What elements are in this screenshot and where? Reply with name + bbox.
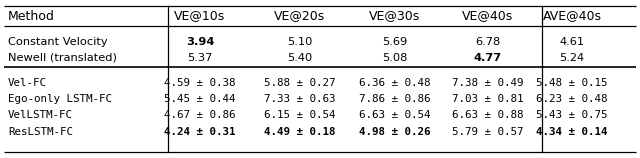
Text: VE@20s: VE@20s xyxy=(275,9,326,22)
Text: 5.79 ± 0.57: 5.79 ± 0.57 xyxy=(452,127,524,137)
Text: 6.23 ± 0.48: 6.23 ± 0.48 xyxy=(536,94,608,104)
Text: 4.61: 4.61 xyxy=(559,37,584,47)
Text: 5.08: 5.08 xyxy=(382,53,408,63)
Text: 6.63 ± 0.88: 6.63 ± 0.88 xyxy=(452,110,524,120)
Text: 5.43 ± 0.75: 5.43 ± 0.75 xyxy=(536,110,608,120)
Text: 4.59 ± 0.38: 4.59 ± 0.38 xyxy=(164,78,236,88)
Text: 5.40: 5.40 xyxy=(287,53,312,63)
Text: 6.63 ± 0.54: 6.63 ± 0.54 xyxy=(359,110,431,120)
Text: 4.24 ± 0.31: 4.24 ± 0.31 xyxy=(164,127,236,137)
Text: AVE@40s: AVE@40s xyxy=(543,9,602,22)
Text: VE@30s: VE@30s xyxy=(369,9,420,22)
Text: Constant Velocity: Constant Velocity xyxy=(8,37,108,47)
Text: 4.34 ± 0.14: 4.34 ± 0.14 xyxy=(536,127,608,137)
Text: 7.33 ± 0.63: 7.33 ± 0.63 xyxy=(264,94,336,104)
Text: 7.86 ± 0.86: 7.86 ± 0.86 xyxy=(359,94,431,104)
Text: 5.48 ± 0.15: 5.48 ± 0.15 xyxy=(536,78,608,88)
Text: VE@10s: VE@10s xyxy=(174,9,226,22)
Text: Method: Method xyxy=(8,9,55,22)
Text: 4.77: 4.77 xyxy=(474,53,502,63)
Text: 6.15 ± 0.54: 6.15 ± 0.54 xyxy=(264,110,336,120)
Text: 5.45 ± 0.44: 5.45 ± 0.44 xyxy=(164,94,236,104)
Text: 5.10: 5.10 xyxy=(287,37,313,47)
Text: Vel-FC: Vel-FC xyxy=(8,78,47,88)
Text: 6.36 ± 0.48: 6.36 ± 0.48 xyxy=(359,78,431,88)
Text: 3.94: 3.94 xyxy=(186,37,214,47)
Text: VE@40s: VE@40s xyxy=(462,9,514,22)
Text: VelLSTM-FC: VelLSTM-FC xyxy=(8,110,73,120)
Text: 4.67 ± 0.86: 4.67 ± 0.86 xyxy=(164,110,236,120)
Text: 4.49 ± 0.18: 4.49 ± 0.18 xyxy=(264,127,336,137)
Text: 5.37: 5.37 xyxy=(188,53,212,63)
Text: 4.98 ± 0.26: 4.98 ± 0.26 xyxy=(359,127,431,137)
Text: Ego-only LSTM-FC: Ego-only LSTM-FC xyxy=(8,94,112,104)
Text: 7.38 ± 0.49: 7.38 ± 0.49 xyxy=(452,78,524,88)
Text: ResLSTM-FC: ResLSTM-FC xyxy=(8,127,73,137)
Text: 7.03 ± 0.81: 7.03 ± 0.81 xyxy=(452,94,524,104)
Text: 6.78: 6.78 xyxy=(476,37,500,47)
Text: 5.88 ± 0.27: 5.88 ± 0.27 xyxy=(264,78,336,88)
Text: 5.69: 5.69 xyxy=(382,37,408,47)
Text: 5.24: 5.24 xyxy=(559,53,584,63)
Text: Newell (translated): Newell (translated) xyxy=(8,53,117,63)
